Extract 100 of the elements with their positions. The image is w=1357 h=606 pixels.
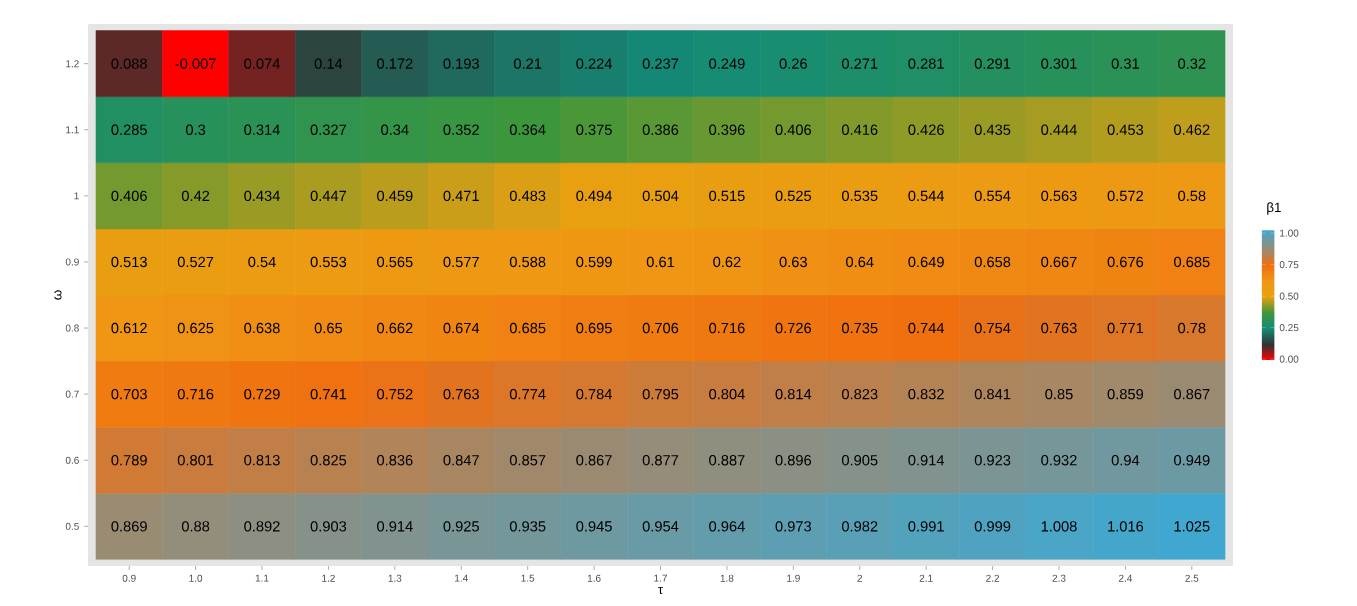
y-tick-label: 0.7 (65, 390, 79, 398)
data-label: 0.515 (709, 190, 745, 202)
data-label: 0.513 (111, 256, 147, 268)
x-tick-label: 1.5 (521, 574, 535, 582)
data-label: 0.544 (908, 190, 945, 202)
data-label: 0.763 (1041, 322, 1077, 334)
data-label: 0.61 (646, 256, 675, 268)
data-label: 0.784 (576, 388, 612, 400)
data-label: 0.527 (177, 256, 214, 268)
data-label: 0.572 (1107, 190, 1144, 202)
data-label: 1.016 (1108, 521, 1144, 532)
data-label: 0.074 (244, 58, 280, 69)
x-axis-title: τ (658, 586, 664, 595)
data-label: 0.716 (177, 388, 214, 400)
data-label: 0.744 (908, 322, 945, 334)
data-label: 0.65 (314, 322, 343, 334)
y-tick-label: 0.5 (65, 522, 79, 530)
x-tick-label: 2.1 (919, 574, 933, 582)
data-label: 0.535 (841, 190, 878, 202)
data-label: 0.695 (576, 322, 612, 334)
data-label: 0.685 (1174, 256, 1210, 268)
data-label: 0.525 (775, 190, 812, 202)
x-tick-label: 1.8 (720, 574, 734, 582)
data-label: 0.34 (381, 124, 409, 135)
x-tick-label: 0.9 (122, 574, 136, 582)
data-label: 0.754 (974, 322, 1011, 334)
data-label: 0.667 (1041, 256, 1077, 268)
data-label: 0.877 (642, 455, 679, 466)
data-label: 0.58 (1178, 190, 1206, 202)
data-label: 0.447 (310, 190, 347, 202)
color-bar-title: β1 (1267, 202, 1281, 215)
data-label: 0.249 (709, 58, 745, 69)
data-label: 0.813 (244, 455, 280, 466)
color-bar-label: 0.25 (1279, 324, 1299, 332)
data-label: 0.982 (841, 521, 878, 532)
data-label: 0.925 (443, 521, 479, 532)
data-label: 0.804 (709, 388, 745, 400)
data-label: 0.774 (509, 388, 546, 400)
x-tick-label: 1.7 (654, 574, 667, 582)
data-label: 0.801 (177, 455, 214, 466)
data-label: 0.703 (111, 388, 147, 400)
data-label: 0.823 (841, 388, 878, 400)
data-label: 0.859 (1107, 388, 1144, 400)
data-label: 0.193 (443, 58, 479, 69)
data-label: 0.649 (908, 256, 944, 268)
data-label: 0.375 (576, 124, 612, 135)
data-label: 0.416 (841, 124, 878, 135)
x-tick-label: 2.4 (1118, 574, 1133, 582)
data-label: 0.716 (709, 322, 745, 334)
data-label: 0.836 (377, 455, 413, 466)
data-label: 0.352 (443, 124, 479, 135)
data-label: 0.26 (779, 58, 807, 69)
data-label: 0.444 (1041, 124, 1077, 135)
data-label: 0.172 (377, 58, 413, 69)
data-label: 0.54 (248, 256, 276, 268)
color-bar-label: 0.50 (1279, 292, 1299, 300)
data-label: 0.78 (1178, 322, 1206, 334)
y-tick-label: 1.1 (66, 126, 79, 134)
data-label: 0.676 (1107, 256, 1144, 268)
data-label: 0.364 (509, 124, 546, 135)
data-label: 0.577 (443, 256, 479, 268)
data-label: 0.914 (908, 455, 945, 466)
data-label: 0.887 (709, 455, 745, 466)
data-label: 0.291 (974, 58, 1011, 69)
x-tick-label: 1.1 (255, 574, 269, 582)
data-label: 0.729 (244, 388, 280, 400)
data-label: 0.763 (443, 388, 479, 400)
data-label: 0.94 (1111, 455, 1140, 466)
y-tick-label: 0.6 (65, 456, 79, 464)
color-bar-label: 1.00 (1280, 229, 1299, 237)
data-label: 0.638 (244, 322, 280, 334)
data-label: 0.3 (185, 124, 206, 135)
data-label: 0.935 (509, 521, 546, 532)
data-label: 0.658 (974, 256, 1011, 268)
x-tick-label: 1.3 (388, 574, 402, 582)
data-label: 0.662 (377, 322, 413, 334)
data-label: 0.63 (779, 256, 807, 268)
data-label: 0.949 (1174, 455, 1210, 466)
data-label: 0.789 (111, 455, 147, 466)
data-label: 0.825 (310, 455, 347, 466)
data-label: 0.914 (377, 521, 413, 532)
data-label: 0.301 (1041, 58, 1077, 69)
x-tick-label: 2.5 (1185, 574, 1199, 582)
x-tick-label: 2.3 (1052, 574, 1066, 582)
data-label: 0.327 (310, 124, 347, 135)
data-label: 0.85 (1045, 388, 1073, 400)
y-tick-label: 1.2 (66, 60, 79, 68)
data-label: 0.857 (509, 455, 546, 466)
data-label: 0.434 (244, 190, 280, 202)
data-label: 0.314 (244, 124, 280, 135)
data-label: 0.554 (974, 190, 1011, 202)
data-label: 0.435 (974, 124, 1011, 135)
data-label: 0.32 (1178, 58, 1206, 69)
data-label: 0.923 (974, 455, 1011, 466)
x-tick-label: 1.6 (587, 574, 601, 582)
data-label: 0.674 (443, 322, 480, 334)
y-tick-label: 0.8 (65, 324, 79, 332)
y-axis-title: ω (54, 290, 62, 300)
data-label: 0.814 (775, 388, 812, 400)
data-label: 0.896 (775, 455, 812, 466)
